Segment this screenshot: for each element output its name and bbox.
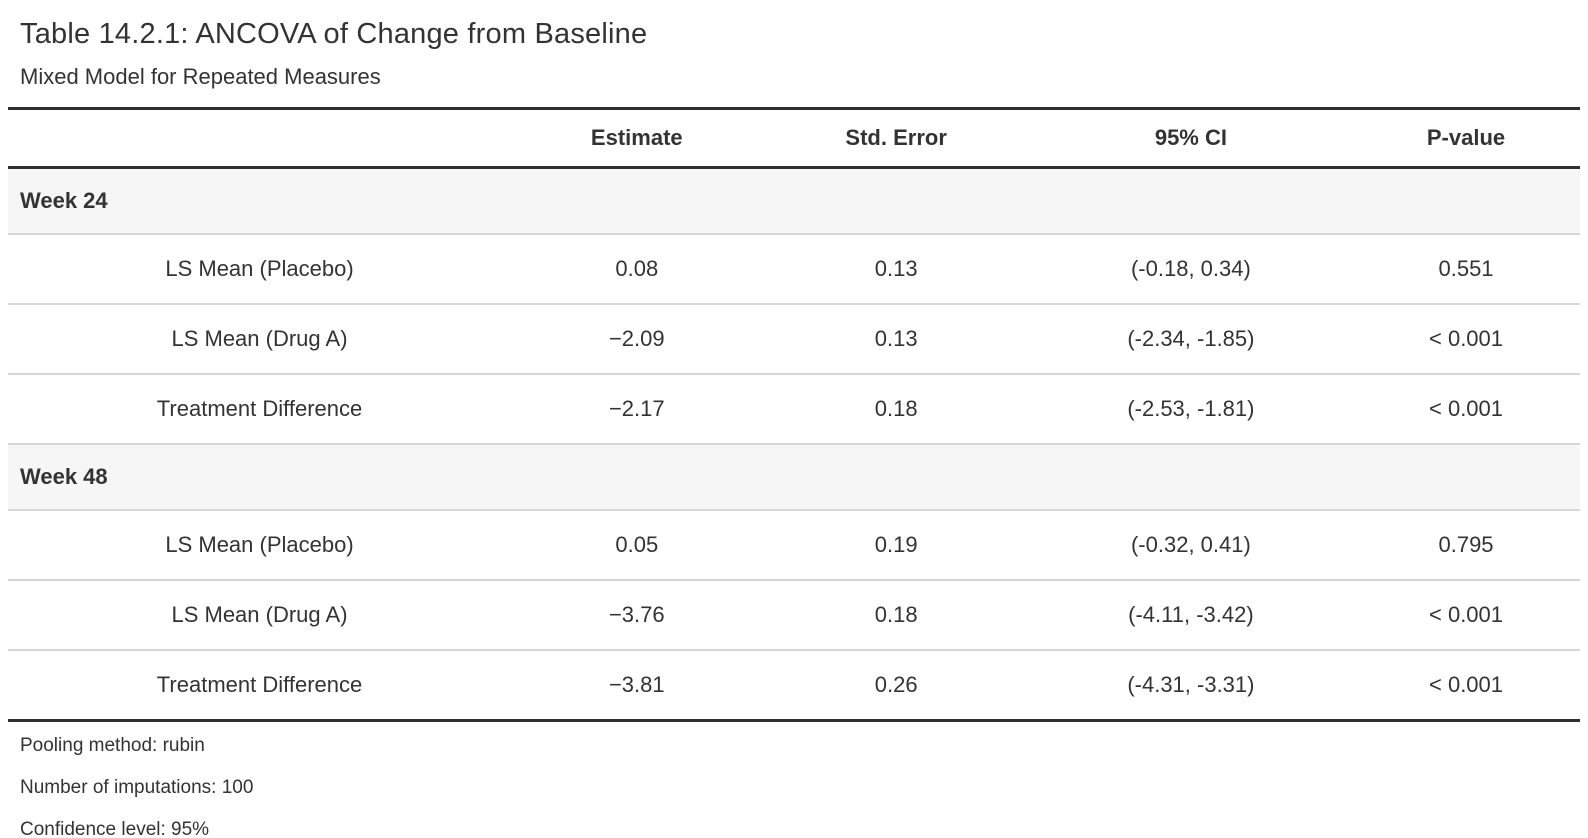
ci-cell: (-0.18, 0.34): [1130, 256, 1251, 282]
ci-cell: (-2.34, -1.85): [1127, 326, 1255, 352]
table-heading: Table 14.2.1: ANCOVA of Change from Base…: [8, 0, 1580, 107]
table-row: LS Mean (Drug A) −2.09 0.13 (-2.34, -1.85) <…: [8, 304, 1580, 374]
column-header-estimate: Estimate: [511, 108, 763, 170]
group-header-row: Week 48: [8, 444, 1580, 511]
std-error-cell: 0.13: [874, 326, 918, 352]
ci-cell: (-0.32, 0.41): [1130, 532, 1251, 558]
estimate-cell: 0.08: [615, 256, 659, 282]
ci-cell: (-4.11, -3.42): [1128, 602, 1254, 628]
table-subtitle: Mixed Model for Repeated Measures: [20, 63, 381, 89]
std-error-cell: 0.18: [874, 396, 918, 422]
std-error-cell: 0.18: [874, 602, 918, 628]
table-header-row: Estimate Std. Error 95% CI P-value: [8, 108, 1580, 170]
std-error-cell: 0.26: [874, 672, 918, 698]
estimate-cell: −3.81: [608, 672, 665, 698]
p-value-cell: < 0.001: [1429, 326, 1504, 352]
table-row: LS Mean (Drug A) −3.76 0.18 (-4.11, -3.42) <…: [8, 580, 1580, 650]
table-row: Treatment Difference −3.81 0.26 (-4.31, -3.…: [8, 650, 1580, 721]
column-header-stub: [8, 108, 512, 170]
row-label: LS Mean (Drug A): [171, 326, 348, 352]
estimate-cell: 0.05: [615, 532, 659, 558]
table-row: LS Mean (Placebo) 0.05 0.19 (-0.32, 0.41) 0.…: [8, 510, 1580, 580]
group-header-row: Week 24: [8, 167, 1580, 235]
p-value-cell: 0.551: [1438, 256, 1494, 282]
group-label: Week 24: [8, 167, 1580, 235]
table-footnotes: Pooling method: rubin Number of imputati…: [8, 722, 1580, 838]
p-value-cell: < 0.001: [1429, 602, 1504, 628]
estimate-cell: −3.76: [608, 602, 665, 628]
estimate-cell: −2.17: [608, 396, 665, 422]
row-label: Treatment Difference: [156, 672, 363, 698]
results-table: Estimate Std. Error 95% CI P-value Week …: [8, 107, 1580, 723]
row-label: Treatment Difference: [156, 396, 363, 422]
std-error-cell: 0.19: [874, 532, 918, 558]
ci-cell: (-2.53, -1.81): [1127, 396, 1255, 422]
column-header-std-error: Std. Error: [762, 108, 1030, 170]
row-label: LS Mean (Drug A): [171, 602, 348, 628]
table-row: LS Mean (Placebo) 0.08 0.13 (-0.18, 0.34) 0.…: [8, 234, 1580, 304]
column-header-95ci: 95% CI: [1029, 108, 1353, 170]
footnote-confidence-level: Confidence level: 95%: [20, 818, 210, 838]
group-label: Week 48: [8, 444, 1580, 511]
table-title: Table 14.2.1: ANCOVA of Change from Base…: [20, 18, 648, 50]
column-header-p-value: P-value: [1352, 108, 1580, 170]
p-value-cell: < 0.001: [1429, 672, 1504, 698]
p-value-cell: 0.795: [1438, 532, 1494, 558]
footnote-pooling-method: Pooling method: rubin: [20, 735, 205, 757]
p-value-cell: < 0.001: [1429, 396, 1504, 422]
row-label: LS Mean (Placebo): [165, 532, 354, 558]
std-error-cell: 0.13: [874, 256, 918, 282]
ci-cell: (-4.31, -3.31): [1127, 672, 1255, 698]
table-row: Treatment Difference −2.17 0.18 (-2.53, -1.…: [8, 374, 1580, 444]
footnote-num-imputations: Number of imputations: 100: [20, 777, 254, 799]
row-label: LS Mean (Placebo): [165, 256, 354, 282]
estimate-cell: −2.09: [608, 326, 665, 352]
